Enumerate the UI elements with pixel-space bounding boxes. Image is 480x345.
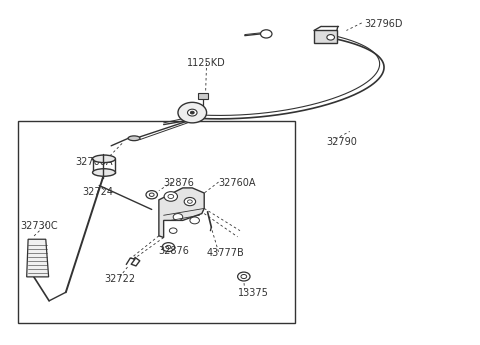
Circle shape (238, 272, 250, 281)
Text: 32722: 32722 (104, 274, 135, 284)
Circle shape (164, 192, 178, 201)
Circle shape (178, 102, 206, 123)
Text: 43777B: 43777B (206, 248, 244, 258)
Circle shape (241, 275, 247, 279)
Circle shape (173, 214, 183, 220)
Bar (18, 121, 295, 323)
Ellipse shape (93, 169, 116, 176)
Text: 32876: 32876 (158, 246, 189, 256)
Text: 32700A: 32700A (75, 157, 113, 167)
Text: 32790: 32790 (326, 137, 357, 147)
Circle shape (169, 228, 177, 234)
Bar (314, 30, 337, 43)
Circle shape (168, 194, 174, 198)
Text: 32724: 32724 (83, 187, 113, 197)
Circle shape (166, 245, 171, 249)
Text: 32876: 32876 (164, 178, 194, 188)
Text: 32730C: 32730C (21, 220, 58, 230)
Text: 32796D: 32796D (364, 19, 403, 29)
Circle shape (188, 200, 192, 203)
Ellipse shape (128, 136, 140, 141)
Polygon shape (27, 239, 48, 277)
Text: 13375: 13375 (238, 288, 268, 298)
Circle shape (261, 30, 272, 38)
Bar (198, 93, 207, 99)
Circle shape (162, 243, 175, 252)
Text: 32760A: 32760A (218, 178, 256, 188)
Circle shape (188, 109, 197, 116)
Circle shape (327, 34, 335, 40)
Circle shape (149, 193, 154, 196)
Ellipse shape (93, 155, 116, 162)
Polygon shape (159, 188, 204, 237)
Circle shape (184, 197, 196, 206)
Circle shape (191, 111, 194, 114)
Text: 1125KD: 1125KD (187, 58, 226, 68)
Circle shape (190, 217, 199, 224)
Circle shape (146, 191, 157, 199)
